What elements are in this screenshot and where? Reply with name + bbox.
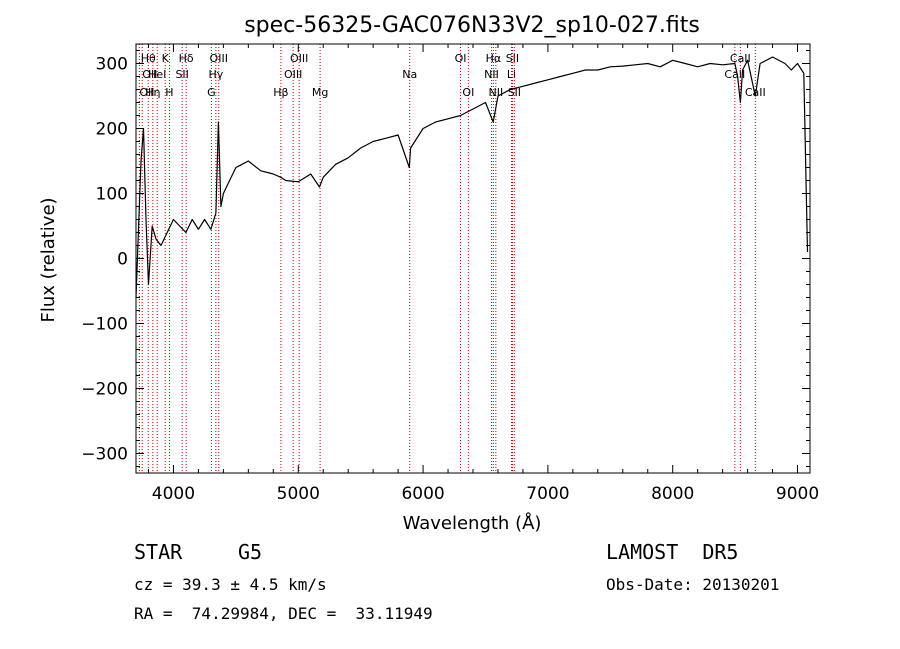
line-marker-label: NII (488, 86, 503, 99)
line-marker-label: OI (462, 86, 474, 99)
spectrum-line-0 (135, 56, 809, 298)
line-marker-label: HeI (148, 68, 166, 81)
y-axis-ticks: −300 −200 −100 0 100 200 300 (81, 50, 810, 467)
x-axis-ticks: 4000 5000 6000 7000 8000 9000 (147, 44, 819, 504)
line-marker-label: Na (402, 68, 417, 81)
x-axis-label: Wavelength (Å) (403, 512, 542, 534)
line-marker-label: SII (506, 52, 519, 65)
y-tick-label: 300 (96, 55, 128, 75)
y-tick-label: −300 (81, 445, 128, 465)
x-tick-label: 6000 (401, 484, 444, 504)
line-marker-label: OIII (284, 68, 302, 81)
spectrum-series (135, 56, 809, 298)
line-marker-label: OII (139, 86, 154, 99)
line-marker-label: Mg (312, 86, 328, 99)
chart-title: spec-56325-GAC076N33V2_sp10-027.fits (244, 13, 700, 38)
line-marker-label: Hθ (141, 52, 156, 65)
redshift-value: cz = 39.3 ± 4.5 km/s (134, 575, 327, 594)
line-marker-label: OIII (290, 52, 308, 65)
line-marker-label: K (162, 52, 170, 65)
x-tick-label: 5000 (277, 484, 320, 504)
spectral-line-markers: OIIOIIHθHηHeIKHSIIHδGHγOIIIHβOIIIOIIIMgN… (138, 44, 766, 473)
line-marker-label: Hβ (273, 86, 288, 99)
x-tick-label: 9000 (776, 484, 819, 504)
y-tick-label: 200 (96, 120, 128, 140)
x-tick-label: 4000 (152, 484, 195, 504)
line-marker-label: Hη (145, 86, 160, 99)
sky-coordinates: RA = 74.29984, DEC = 33.11949 (134, 604, 433, 623)
line-marker-label: CaII (730, 52, 751, 65)
y-tick-label: 100 (96, 185, 128, 205)
line-marker-label: Li (507, 68, 516, 81)
object-subclass: G5 (238, 540, 263, 564)
observation-date: Obs-Date: 20130201 (606, 575, 780, 594)
y-tick-label: 0 (117, 250, 128, 270)
line-marker-label: G (207, 86, 216, 99)
object-class: STAR (134, 540, 183, 564)
y-tick-label: −200 (81, 380, 128, 400)
line-marker-label: H (165, 86, 173, 99)
line-marker-label: Hγ (208, 68, 223, 81)
line-marker-label: Hδ (179, 52, 194, 65)
y-axis-label: Flux (relative) (38, 197, 59, 322)
x-tick-label: 8000 (651, 484, 694, 504)
x-tick-label: 7000 (526, 484, 569, 504)
survey-release: LAMOST DR5 (606, 540, 739, 564)
line-marker-label: NII (484, 68, 499, 81)
line-marker-label: OII (142, 68, 157, 81)
line-marker-label: Hα (486, 52, 502, 65)
line-marker-label: OIII (210, 52, 228, 65)
line-marker-label: OI (455, 52, 467, 65)
y-tick-label: −100 (81, 315, 128, 335)
line-marker-label: SII (175, 68, 188, 81)
